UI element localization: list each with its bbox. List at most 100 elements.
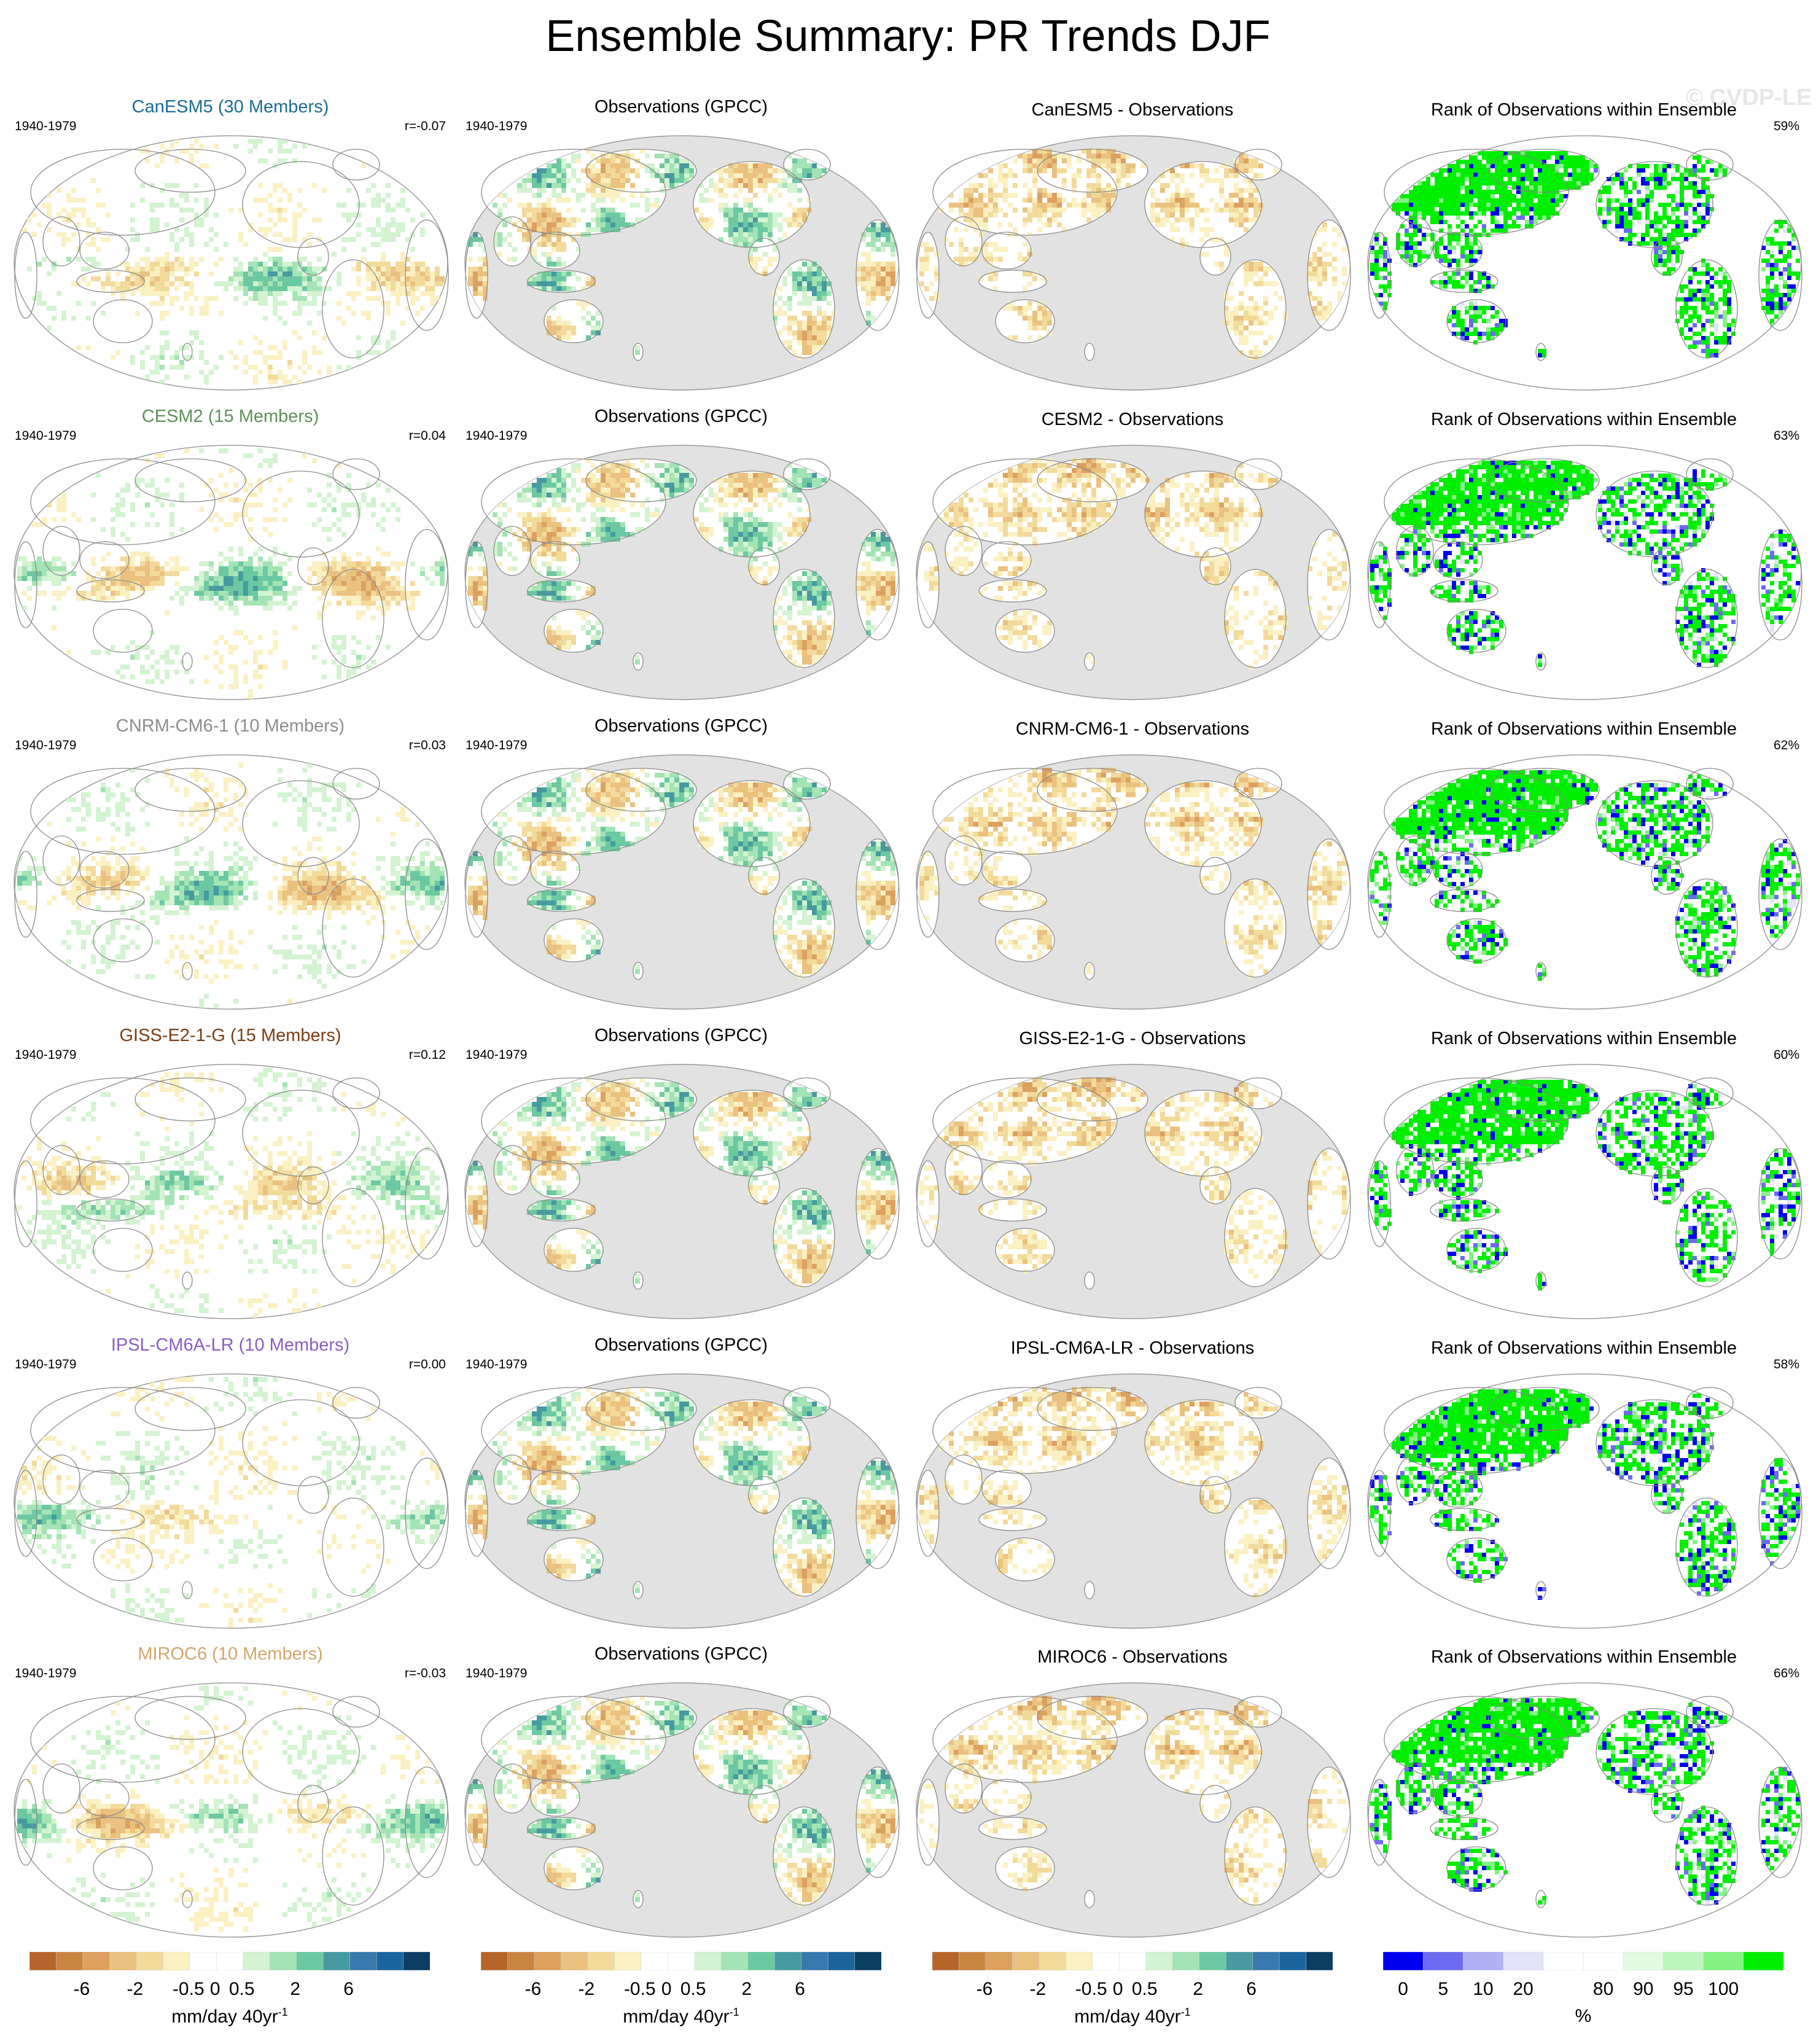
trend-cell: [160, 453, 165, 458]
trend-cell: [1052, 208, 1057, 213]
rank-cell: [1525, 173, 1529, 177]
trend-cell: [135, 281, 140, 286]
trend-cell: [386, 227, 391, 232]
trend-cell: [802, 262, 807, 267]
trend-cell: [130, 655, 135, 660]
trend-cell: [551, 168, 556, 173]
trend-cell: [243, 566, 248, 571]
trend-cell: [547, 257, 551, 262]
trend-cell: [376, 606, 381, 610]
coastline-siberia: [134, 149, 246, 193]
trend-cell: [1067, 163, 1072, 168]
trend-cell: [881, 262, 886, 267]
rank-cell: [1723, 336, 1727, 340]
trend-cell: [527, 232, 532, 237]
trend-cell: [125, 267, 130, 271]
coastline-greenland: [332, 458, 380, 490]
trend-cell: [376, 483, 381, 488]
trend-cell: [640, 193, 645, 198]
trend-cell: [253, 291, 258, 296]
rank-cell: [1671, 177, 1675, 181]
rank-cell: [1460, 246, 1465, 250]
trend-cell: [322, 566, 327, 571]
trend-cell: [322, 335, 327, 340]
trend-cell: [27, 566, 32, 571]
rank-cell: [1469, 323, 1473, 327]
rank-cell: [1486, 207, 1491, 211]
trend-cell: [753, 183, 758, 188]
rank-cell: [1693, 220, 1697, 224]
trend-cell: [532, 281, 537, 286]
trend-cell: [1047, 316, 1052, 321]
rank-cell: [1456, 160, 1460, 164]
trend-cell: [297, 286, 302, 291]
trend-cell: [366, 561, 371, 566]
trend-cell: [307, 281, 312, 286]
rank-percentage: 59%: [1774, 119, 1799, 134]
trend-cell: [993, 271, 998, 276]
trend-cell: [130, 522, 135, 527]
rank-cell: [1658, 203, 1662, 207]
trend-cell: [263, 158, 268, 163]
trend-cell: [1106, 193, 1111, 198]
rank-cell: [1439, 190, 1443, 194]
trend-cell: [381, 566, 386, 571]
trend-cell: [248, 596, 253, 601]
trend-cell: [155, 163, 160, 168]
trend-cell: [174, 286, 179, 291]
trend-cell: [1322, 222, 1327, 227]
trend-cell: [297, 380, 302, 384]
trend-cell: [155, 370, 160, 375]
trend-cell: [376, 586, 381, 591]
trend-cell: [278, 262, 283, 267]
trend-cell: [111, 532, 115, 537]
trend-cell: [337, 601, 341, 606]
trend-cell: [248, 296, 253, 301]
rank-cell: [1701, 168, 1705, 173]
trend-cell: [199, 596, 204, 601]
rank-cell: [1645, 190, 1650, 194]
rank-cell: [1723, 302, 1727, 306]
trend-cell: [1170, 173, 1175, 178]
trend-cell: [278, 247, 283, 252]
rank-cell: [1529, 224, 1533, 228]
trend-cell: [228, 596, 233, 601]
trend-cell: [351, 596, 356, 601]
trend-cell: [1180, 208, 1185, 213]
trend-cell: [537, 203, 542, 208]
trend-cell: [150, 581, 155, 586]
trend-cell: [317, 311, 322, 316]
trend-cell: [341, 596, 346, 601]
rank-cell: [1439, 237, 1443, 241]
trend-cell: [1219, 193, 1224, 198]
rank-cell: [1413, 250, 1417, 254]
trend-cell: [351, 650, 356, 655]
trend-cell: [625, 463, 630, 468]
trend-cell: [386, 276, 391, 281]
trend-cell: [973, 203, 978, 208]
trend-cell: [376, 596, 381, 601]
trend-cell: [273, 222, 278, 227]
trend-cell: [179, 345, 184, 350]
coastline-india: [42, 216, 80, 267]
trend-cell: [415, 311, 420, 316]
trend-cell: [1023, 198, 1027, 203]
rank-cell: [1770, 254, 1774, 259]
rank-cell: [1456, 203, 1460, 207]
trend-cell: [1234, 188, 1239, 193]
rank-cell: [1727, 289, 1731, 293]
trend-cell: [253, 139, 258, 144]
trend-cell: [361, 247, 366, 252]
rank-cell: [1409, 198, 1413, 203]
trend-cell: [1042, 213, 1047, 217]
trend-cell: [219, 576, 224, 581]
trend-cell: [556, 183, 561, 188]
rank-cell: [1508, 168, 1512, 173]
trend-cell: [1072, 203, 1077, 208]
rank-cell: [1770, 263, 1774, 267]
trend-cell: [1027, 326, 1032, 330]
rank-cell: [1710, 168, 1714, 173]
trend-cell: [1185, 208, 1190, 213]
trend-cell: [52, 581, 57, 586]
rank-cell: [1456, 284, 1460, 289]
